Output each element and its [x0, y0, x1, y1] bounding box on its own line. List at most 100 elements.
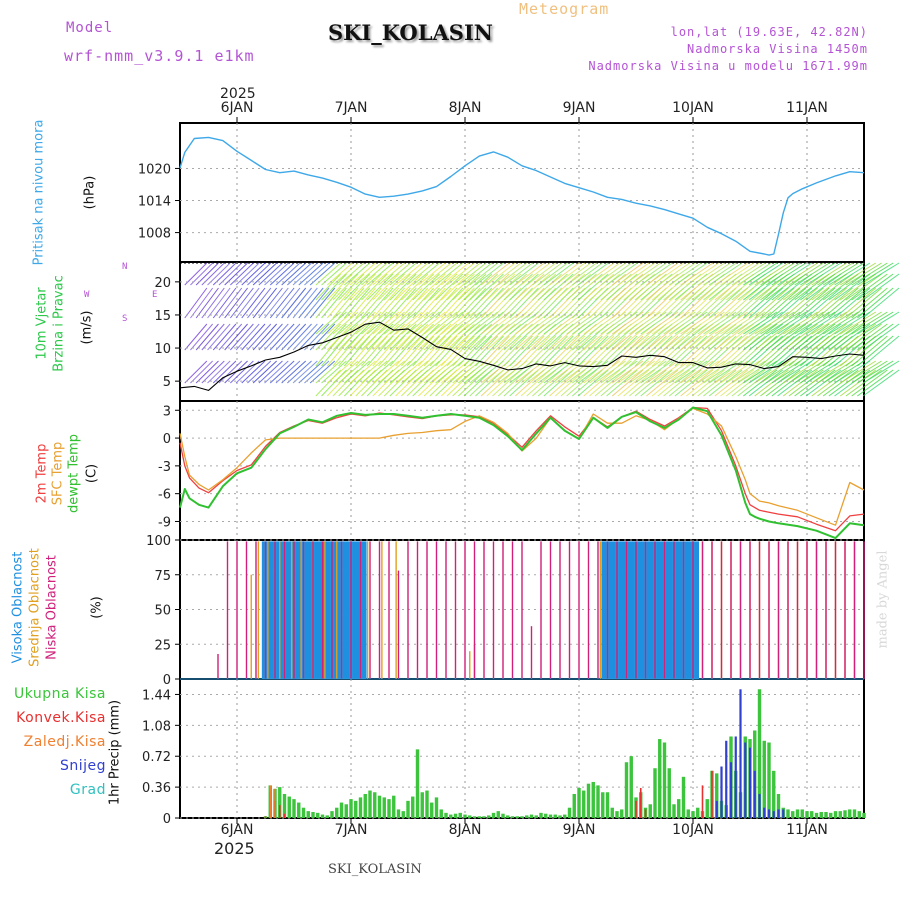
total-precip-bar	[396, 809, 401, 818]
wind-streak	[497, 369, 528, 397]
high-cloud-bar	[689, 541, 692, 679]
wind-streak	[674, 369, 708, 397]
wind-streak	[252, 262, 277, 286]
wind-streak	[606, 273, 638, 301]
total-precip-bar	[339, 802, 344, 818]
wind-streak	[326, 273, 353, 301]
wind-streak	[532, 369, 562, 397]
wind-streak	[594, 335, 626, 367]
lonlat-readout: lon,lat (19.63E, 42.82N)	[670, 25, 868, 39]
wind-streak	[475, 273, 504, 301]
wind-streak	[788, 323, 824, 351]
wind-streak	[674, 360, 708, 384]
wind-streak	[514, 335, 545, 367]
wind-streak	[743, 287, 778, 319]
wind-streak	[646, 335, 679, 367]
wind-streak	[554, 262, 586, 286]
high-cloud-bar	[632, 541, 635, 679]
wind-streak	[475, 323, 504, 351]
snow-bar	[758, 793, 761, 818]
wind-streak	[315, 273, 341, 301]
wind-streak	[332, 323, 359, 351]
wind-streak	[589, 369, 621, 397]
dewpt-line	[179, 406, 865, 540]
wind-streak	[606, 335, 638, 367]
wind-streak	[543, 369, 574, 397]
wind-streak	[680, 369, 714, 397]
wind-streak	[714, 335, 749, 367]
wind-streak	[355, 262, 382, 286]
wind-streak	[811, 262, 847, 286]
wind-streak	[577, 335, 609, 367]
wind-streak	[817, 287, 853, 319]
low-cloud-bar	[369, 541, 371, 679]
wind-streak	[429, 360, 458, 384]
wind-streak	[720, 369, 754, 397]
wind-streak	[731, 311, 766, 335]
wind-streak	[389, 323, 417, 351]
wind-streak	[298, 287, 324, 319]
wind-streak	[361, 360, 388, 384]
wind-streak	[195, 287, 219, 319]
wind-streak	[862, 369, 900, 397]
total-precip-bar	[833, 811, 838, 818]
wind-streak	[361, 323, 388, 351]
wind-streak	[686, 287, 720, 319]
wind-streak	[703, 323, 737, 351]
wind-streak	[594, 273, 626, 301]
low-cloud-bar	[796, 541, 799, 679]
mid-cloud-bar	[381, 541, 383, 679]
wind-streak	[509, 335, 539, 367]
wind-streak	[218, 287, 243, 319]
wind-streak	[686, 335, 720, 367]
wind-streak	[765, 262, 801, 286]
wind-streak	[338, 360, 365, 384]
wind-streak	[195, 360, 219, 384]
wind-streak	[418, 335, 446, 367]
footer-station: SKI_KOLASIN	[328, 862, 422, 877]
wind-streak	[184, 262, 208, 286]
wind-streak	[383, 323, 411, 351]
wind-streak	[469, 311, 498, 335]
high-cloud-bar	[354, 541, 358, 679]
wind-streak	[224, 323, 248, 351]
wind-streak	[782, 273, 818, 301]
low-cloud-bar	[720, 541, 723, 679]
wind-streak	[520, 369, 551, 397]
wind-streak	[862, 262, 900, 286]
wind-streak	[412, 323, 440, 351]
low-cloud-bar	[834, 541, 837, 679]
wind-streak	[765, 323, 801, 351]
wind-streak	[572, 273, 603, 301]
wind-streak	[218, 262, 243, 286]
wind-streak	[264, 287, 289, 319]
wind-streak	[383, 335, 411, 367]
wind-streak	[708, 360, 743, 384]
wind-streak	[469, 335, 499, 367]
wind-streak	[606, 369, 638, 397]
wind-streak	[292, 287, 318, 319]
wind-streak	[828, 287, 865, 319]
wind-streak	[617, 262, 650, 286]
y-tick-label-4: 1.08	[142, 719, 171, 734]
wind-streak	[492, 287, 522, 319]
wind-speed-line	[179, 321, 865, 391]
wind-streak	[777, 323, 813, 351]
wind-streak	[224, 262, 248, 286]
total-precip-bar	[520, 816, 524, 818]
wind-streak	[526, 273, 557, 301]
wind-streak	[703, 311, 737, 335]
wind-streak	[304, 262, 330, 286]
wind-streak	[292, 262, 318, 286]
wind-streak	[686, 360, 719, 384]
wind-streak	[714, 323, 749, 351]
wind-streak	[617, 360, 650, 384]
wind-streak	[326, 360, 353, 384]
wind-streak	[497, 273, 528, 301]
wind-streak	[800, 262, 836, 286]
total-precip-bar	[477, 816, 481, 818]
total-precip-bar	[468, 815, 472, 818]
snow-bar	[753, 770, 756, 818]
wind-streak	[235, 323, 260, 351]
wind-streak	[857, 287, 894, 319]
